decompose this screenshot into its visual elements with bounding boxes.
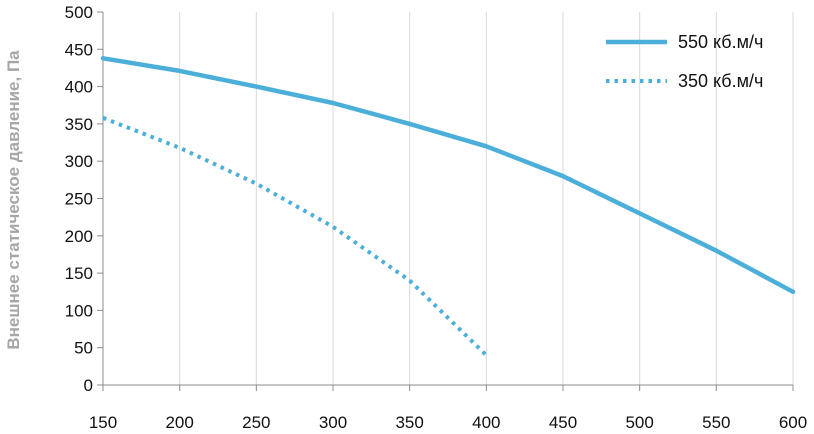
x-tick-label-550: 550	[702, 413, 730, 432]
legend-label-1: 550 кб.м/ч	[678, 32, 763, 52]
y-tick-label-400: 400	[65, 78, 93, 97]
axes	[97, 11, 794, 391]
x-tick-label-500: 500	[625, 413, 653, 432]
x-tick-label-200: 200	[165, 413, 193, 432]
x-tick-label-400: 400	[472, 413, 500, 432]
series-lines	[100, 56, 796, 357]
y-tick-label-350: 350	[65, 115, 93, 134]
y-tick-label-250: 250	[65, 190, 93, 209]
series-line-1	[100, 56, 796, 295]
x-tick-label-150: 150	[89, 413, 117, 432]
x-tick-label-250: 250	[242, 413, 270, 432]
grid-lines	[102, 12, 794, 385]
x-tick-label-300: 300	[319, 413, 347, 432]
legend-label-2: 350 кб.м/ч	[678, 71, 763, 91]
y-tick-label-300: 300	[65, 152, 93, 171]
legend: 550 кб.м/ч 350 кб.м/ч	[606, 32, 763, 91]
x-tick-label-350: 350	[395, 413, 423, 432]
y-axis-label: Внешнее статическое давление, Па	[4, 50, 23, 350]
y-tick-label-200: 200	[65, 227, 93, 246]
x-tick-label-600: 600	[779, 413, 807, 432]
y-tick-label-0: 0	[84, 376, 93, 395]
y-tick-label-100: 100	[65, 301, 93, 320]
y-tick-labels: 0 50 100 150 200 250 300 350 400 450 500	[65, 3, 93, 395]
y-tick-label-50: 50	[74, 339, 93, 358]
y-tick-label-500: 500	[65, 3, 93, 22]
x-tick-label-450: 450	[549, 413, 577, 432]
series-line-2	[102, 116, 488, 357]
y-tick-label-150: 150	[65, 264, 93, 283]
x-tick-labels: 150 200 250 300 350 400 450 500 550 600	[89, 413, 807, 432]
y-tick-label-450: 450	[65, 40, 93, 59]
